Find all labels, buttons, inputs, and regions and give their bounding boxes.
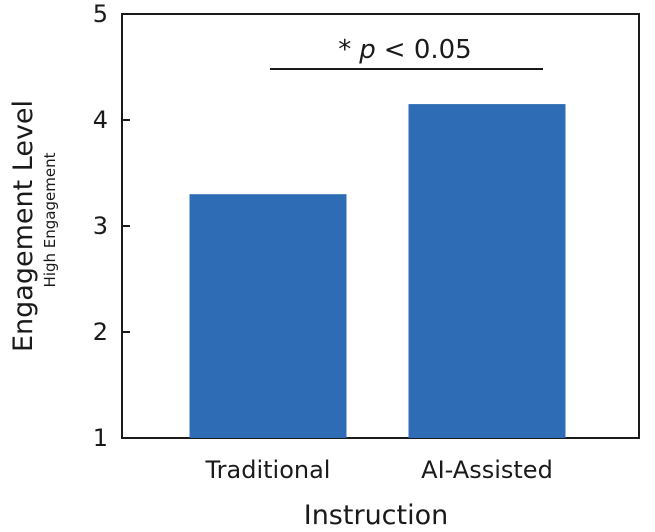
x-axis-title: Instruction (304, 500, 449, 531)
y-tick-label: 3 (93, 212, 108, 240)
significance-p: p (358, 35, 376, 65)
y-tick-label: 4 (93, 106, 108, 134)
bar-ai-assisted (408, 104, 566, 438)
x-tick-label: Traditional (205, 456, 331, 484)
x-axis-tick-labels: Traditional AI-Assisted (205, 456, 553, 484)
y-axis-subtitle: High Engagement (41, 152, 59, 287)
y-axis-ticks: 1 2 3 4 5 (93, 0, 130, 452)
bars (189, 104, 566, 438)
y-tick-label: 1 (93, 424, 108, 452)
significance-star: * (338, 35, 351, 65)
bar-traditional (189, 194, 347, 438)
y-tick-label: 2 (93, 318, 108, 346)
significance-label: * p < 0.05 (338, 35, 471, 65)
y-tick-label: 5 (93, 0, 108, 28)
significance-threshold: < 0.05 (384, 35, 472, 65)
x-tick-label: AI-Assisted (421, 456, 553, 484)
y-axis-title: Engagement Level (8, 100, 39, 352)
